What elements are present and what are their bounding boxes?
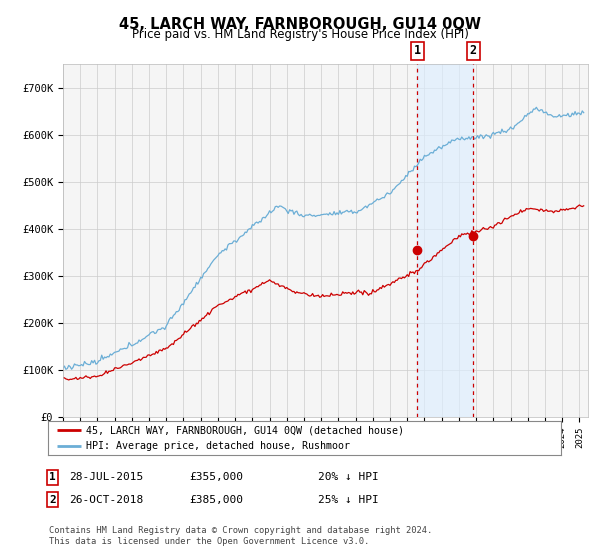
- Text: Price paid vs. HM Land Registry's House Price Index (HPI): Price paid vs. HM Land Registry's House …: [131, 28, 469, 41]
- Text: 1: 1: [49, 472, 56, 482]
- Text: £355,000: £355,000: [189, 472, 243, 482]
- Text: £385,000: £385,000: [189, 494, 243, 505]
- Bar: [417, 64, 473, 417]
- Text: 28-JUL-2015: 28-JUL-2015: [69, 472, 143, 482]
- Text: 2: 2: [469, 44, 476, 58]
- Text: 26-OCT-2018: 26-OCT-2018: [69, 494, 143, 505]
- Text: 20% ↓ HPI: 20% ↓ HPI: [318, 472, 379, 482]
- Text: 45, LARCH WAY, FARNBOROUGH, GU14 0QW (detached house): 45, LARCH WAY, FARNBOROUGH, GU14 0QW (de…: [86, 425, 404, 435]
- Text: 25% ↓ HPI: 25% ↓ HPI: [318, 494, 379, 505]
- Text: Contains HM Land Registry data © Crown copyright and database right 2024.
This d: Contains HM Land Registry data © Crown c…: [49, 526, 433, 546]
- Text: HPI: Average price, detached house, Rushmoor: HPI: Average price, detached house, Rush…: [86, 441, 350, 451]
- Text: 2: 2: [49, 494, 56, 505]
- Text: 1: 1: [413, 44, 421, 58]
- Text: 45, LARCH WAY, FARNBOROUGH, GU14 0QW: 45, LARCH WAY, FARNBOROUGH, GU14 0QW: [119, 17, 481, 32]
